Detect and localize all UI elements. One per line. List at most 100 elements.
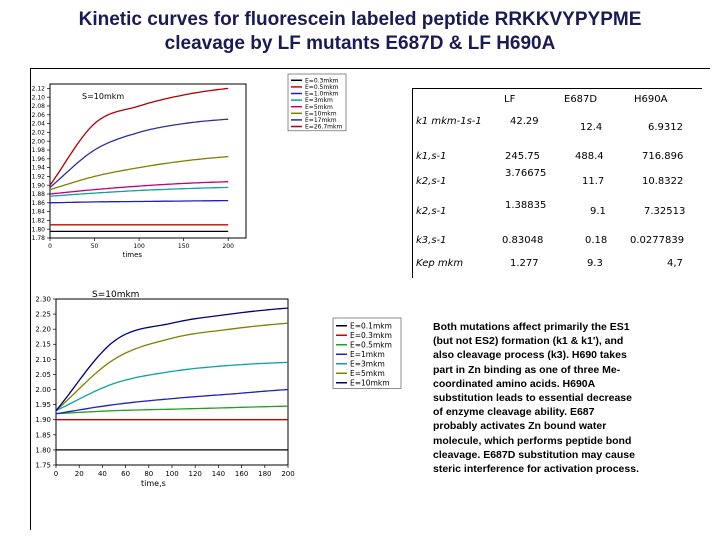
- series-line: [55, 361, 289, 412]
- x-tick-label: 150: [178, 243, 190, 250]
- series-line: [49, 155, 229, 191]
- paragraph-line: Both mutations affect primarily the ES1: [433, 321, 630, 333]
- series-line: [55, 322, 289, 412]
- table-cell: 488.4: [575, 151, 604, 162]
- y-tick-label: 1.78: [32, 235, 46, 242]
- y-tick-label: 2.06: [32, 112, 46, 119]
- x-axis-label: time,s: [141, 479, 166, 488]
- row-label: Kep mkm: [416, 258, 464, 269]
- y-tick-label: 2.04: [32, 121, 46, 128]
- col-header-h690a: H690A: [634, 94, 668, 105]
- y-tick-label: 2.08: [32, 103, 46, 110]
- paragraph-line: steric interference for activation proce…: [433, 463, 639, 476]
- table-cell: 10.8322: [642, 176, 684, 187]
- plot-area: [49, 83, 247, 239]
- paragraph-line: also cleavage process (k3). H690 takes: [433, 349, 627, 362]
- table-cell: 6.9312: [648, 122, 683, 133]
- legend-label: E=3mkm: [305, 97, 333, 104]
- frame-top-line: [30, 68, 710, 69]
- table-border-left: [412, 88, 413, 278]
- y-tick-label: 2.02: [32, 130, 46, 137]
- y-tick-label: 2.10: [32, 94, 46, 101]
- legend-label: E=3mkm: [350, 359, 385, 368]
- legend-label: E=5mkm: [305, 104, 333, 111]
- x-tick-label: 50: [91, 243, 99, 250]
- title-line-1: Kinetic curves for fluorescein labeled p…: [78, 9, 642, 30]
- paragraph-line: cleavage. E687D substitution may cause: [433, 448, 635, 461]
- table-cell: 7.32513: [644, 206, 686, 217]
- legend-label: E=0.3mkm: [350, 331, 392, 340]
- y-tick-label: 2.05: [35, 371, 51, 379]
- y-tick-label: 2.10: [35, 356, 51, 364]
- series-line: [55, 405, 289, 415]
- y-tick-label: 1.82: [32, 218, 46, 225]
- table-cell: 0.18: [585, 235, 608, 246]
- chart-title: S=10mkm: [92, 290, 139, 300]
- y-tick-label: 1.75: [35, 461, 51, 469]
- x-tick-label: 140: [212, 470, 225, 478]
- x-tick-label: 80: [144, 470, 153, 478]
- table-cell: 9.3: [587, 258, 603, 269]
- paragraph-line: (but not ES2) formation (k1 & k1'), and: [433, 335, 624, 348]
- x-tick-label: 100: [133, 243, 145, 250]
- x-tick-label: 120: [189, 470, 202, 478]
- series-line: [49, 186, 229, 197]
- x-tick-label: 180: [258, 470, 271, 478]
- plot-area: [55, 298, 289, 466]
- series-line: [49, 199, 229, 204]
- kinetic-chart-mutants: 2.30 2.25 2.20 2.15 2.10 2.05 2.00 1.95 1.90 1.85…: [35, 290, 402, 488]
- x-tick-label: 160: [235, 470, 248, 478]
- slide-title: Kinetic curves for fluorescein labeled p…: [0, 8, 720, 56]
- table-cell: 11.7: [582, 176, 605, 187]
- paragraph-line: molecule, which performs peptide bond: [433, 434, 632, 447]
- paragraph-line: probably activates Zn bound water: [433, 420, 607, 433]
- legend-label: E=10mkm: [305, 110, 337, 117]
- series-line: [49, 118, 229, 188]
- explanation-paragraph: Both mutations affect primarily the ES1 …: [433, 320, 683, 476]
- col-header-lf: LF: [504, 94, 516, 105]
- row-label: k2,s-1: [416, 206, 447, 217]
- y-tick-label: 1.86: [32, 200, 46, 207]
- y-tick-label: 2.00: [32, 138, 46, 145]
- legend-label: E=10mkm: [350, 378, 390, 387]
- y-tick-label: 2.25: [35, 311, 51, 319]
- row-label: k1 mkm-1s-1: [416, 116, 482, 127]
- x-tick-label: 200: [222, 243, 234, 250]
- table-cell: 0.83048: [502, 235, 544, 246]
- y-tick-label: 1.98: [32, 147, 46, 154]
- legend-label: E=0.5mkm: [350, 340, 392, 349]
- legend-box: [287, 73, 347, 132]
- table-cell: 1.38835: [505, 200, 547, 211]
- paragraph-line: substitution leads to essential decrease: [433, 392, 632, 405]
- series-line: [49, 181, 229, 195]
- frame-left-line: [30, 68, 31, 530]
- y-tick-label: 1.90: [35, 416, 51, 424]
- table-cell: 716.896: [642, 151, 684, 162]
- series-line: [55, 307, 289, 412]
- row-label: k1,s-1: [416, 151, 447, 162]
- y-tick-label: 1.95: [35, 401, 51, 409]
- series-line: [49, 87, 229, 186]
- table-cell: 9.1: [590, 206, 606, 217]
- table-cell: 245.75: [505, 151, 540, 162]
- table-cell: 1.277: [510, 258, 539, 269]
- y-tick-label: 2.20: [35, 326, 51, 334]
- x-tick-label: 0: [54, 470, 58, 478]
- y-tick-label: 1.90: [32, 182, 46, 189]
- y-tick-label: 1.94: [32, 165, 46, 172]
- y-tick-label: 1.88: [32, 191, 46, 198]
- x-tick-label: 100: [165, 470, 178, 478]
- title-line-2: cleavage by LF mutants E687D & LF H690A: [164, 33, 556, 54]
- x-tick-label: 200: [281, 470, 294, 478]
- x-tick-label: 40: [98, 470, 107, 478]
- kinetic-constants-table: LF E687D H690A k1 mkm-1s-1 42.29 12.4 6.…: [412, 88, 702, 276]
- table-cell: 42.29: [510, 116, 539, 127]
- table-cell: 4,7: [667, 258, 683, 269]
- kinetic-chart-lf: 2.122.10 2.08 2.06 2.04 2.022.00 1.98 1.96 1.94…: [32, 73, 347, 259]
- x-tick-label: 60: [121, 470, 130, 478]
- series-line: [55, 388, 289, 415]
- chart-title: S=10mkm: [82, 92, 124, 101]
- legend-box: [332, 317, 402, 389]
- y-tick-label: 2.12: [32, 86, 46, 93]
- y-tick-label: 1.80: [32, 226, 46, 233]
